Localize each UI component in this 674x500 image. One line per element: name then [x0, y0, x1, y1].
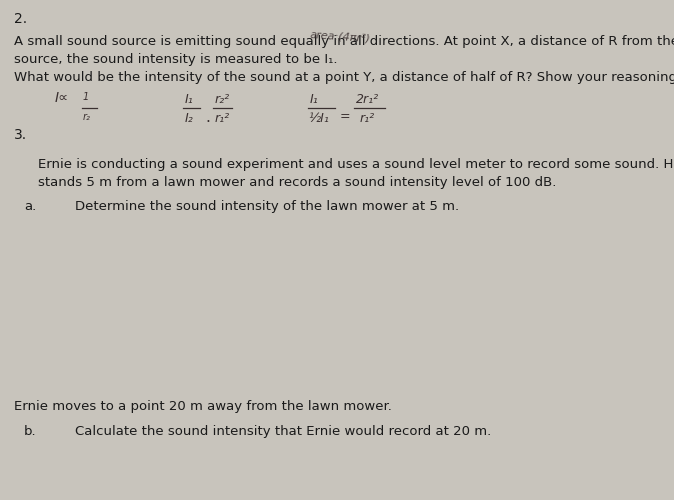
Text: area:(4πr²): area:(4πr²)	[310, 30, 371, 44]
Text: I₂: I₂	[185, 112, 193, 125]
Text: stands 5 m from a lawn mower and records a sound intensity level of 100 dB.: stands 5 m from a lawn mower and records…	[38, 176, 556, 189]
Text: r₂: r₂	[83, 112, 91, 122]
Text: Ernie moves to a point 20 m away from the lawn mower.: Ernie moves to a point 20 m away from th…	[14, 400, 392, 413]
Text: I₁: I₁	[310, 93, 319, 106]
Text: .: .	[205, 110, 210, 125]
Text: 2r₁²: 2r₁²	[356, 93, 379, 106]
Text: ½I₁: ½I₁	[308, 112, 329, 125]
Text: Calculate the sound intensity that Ernie would record at 20 m.: Calculate the sound intensity that Ernie…	[75, 425, 491, 438]
Text: 1: 1	[83, 92, 89, 102]
Text: A small sound source is emitting sound equally in all directions. At point X, a : A small sound source is emitting sound e…	[14, 35, 674, 48]
Text: Ernie is conducting a sound experiment and uses a sound level meter to record so: Ernie is conducting a sound experiment a…	[38, 158, 674, 171]
Text: 2.: 2.	[14, 12, 27, 26]
Text: I₁: I₁	[185, 93, 193, 106]
Text: I∝: I∝	[55, 91, 69, 105]
Text: b.: b.	[24, 425, 36, 438]
Text: 3.: 3.	[14, 128, 27, 142]
Text: What would be the intensity of the sound at a point Y, a distance of half of R? : What would be the intensity of the sound…	[14, 71, 674, 84]
Text: r₁²: r₁²	[215, 112, 230, 125]
Text: r₂²: r₂²	[215, 93, 230, 106]
Text: a.: a.	[24, 200, 36, 213]
Text: Determine the sound intensity of the lawn mower at 5 m.: Determine the sound intensity of the law…	[75, 200, 459, 213]
Text: =: =	[340, 110, 350, 123]
Text: r₁²: r₁²	[360, 112, 375, 125]
Text: source, the sound intensity is measured to be I₁.: source, the sound intensity is measured …	[14, 53, 338, 66]
